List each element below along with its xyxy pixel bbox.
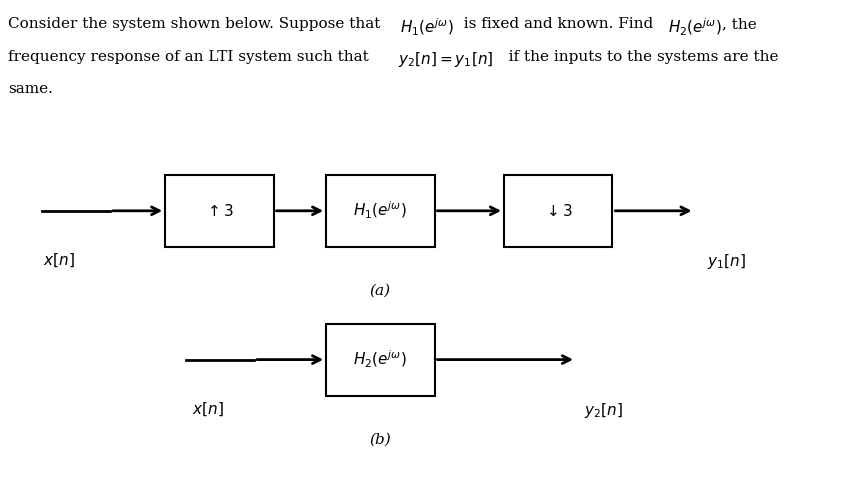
Text: $\uparrow 3$: $\uparrow 3$ [205,203,234,219]
Text: same.: same. [8,82,53,96]
Text: $x[n]$: $x[n]$ [43,252,75,269]
Text: (a): (a) [370,284,390,298]
Text: $\downarrow 3$: $\downarrow 3$ [544,203,573,219]
Text: $y_2[n]=y_1[n]$: $y_2[n]=y_1[n]$ [398,50,494,68]
Text: $H_1(e^{j\omega})$: $H_1(e^{j\omega})$ [401,17,454,39]
Text: $H_2(e^{j\omega})$: $H_2(e^{j\omega})$ [353,349,407,370]
Text: , the: , the [722,17,756,31]
Text: $y_2[n]$: $y_2[n]$ [584,401,623,420]
Text: $H_1(e^{j\omega})$: $H_1(e^{j\omega})$ [353,200,407,221]
Bar [326,175,435,247]
Bar [326,323,435,396]
Text: $x[n]$: $x[n]$ [191,401,224,418]
Bar [165,175,274,247]
Bar [504,175,612,247]
Text: (b): (b) [369,433,391,447]
Text: Consider the system shown below. Suppose that: Consider the system shown below. Suppose… [8,17,401,31]
Text: $y_1[n]$: $y_1[n]$ [707,252,746,271]
Text: $H_2(e^{j\omega})$: $H_2(e^{j\omega})$ [668,17,722,39]
Text: if the inputs to the systems are the: if the inputs to the systems are the [494,50,778,63]
Text: frequency response of an LTI system such that: frequency response of an LTI system such… [8,50,398,63]
Text: is fixed and known. Find: is fixed and known. Find [454,17,668,31]
